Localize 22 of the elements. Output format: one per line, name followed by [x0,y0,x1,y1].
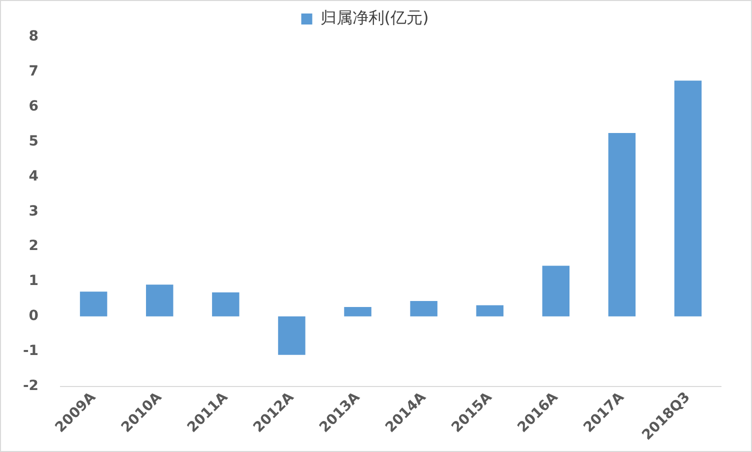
y-tick-label: 2 [28,238,39,254]
y-tick-label: 3 [28,203,39,220]
bar [212,292,240,316]
bar [278,316,306,355]
bar [542,266,570,316]
y-tick-label: 6 [28,98,39,114]
y-tick-label: -2 [22,378,39,394]
y-tick-label: -1 [22,342,39,359]
y-tick-label: 8 [28,28,39,45]
bar [146,284,174,316]
y-tick-label: 1 [28,273,39,290]
y-tick-label: 0 [28,308,39,324]
bar [410,301,438,316]
bar [476,305,504,316]
bar [344,306,372,316]
y-tick-label: 7 [28,64,39,80]
y-tick-label: 4 [28,168,39,184]
bar [674,80,702,316]
legend-label: 归属净利(亿元) [320,8,429,28]
bar [80,292,108,316]
bar [608,133,636,316]
y-tick-label: 5 [28,133,39,150]
